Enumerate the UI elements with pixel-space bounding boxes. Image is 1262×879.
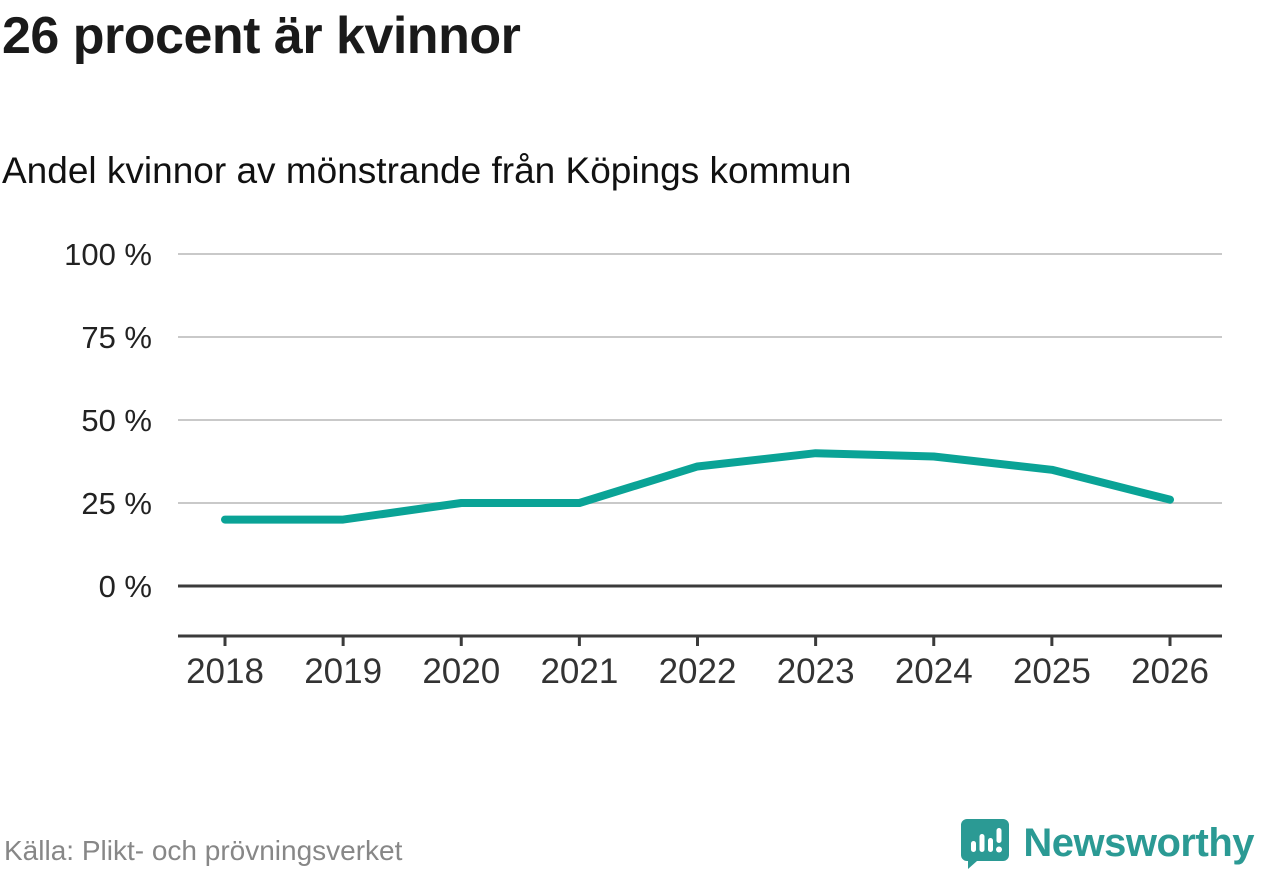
x-tick-label: 2023 bbox=[777, 652, 855, 691]
y-tick-label: 25 % bbox=[81, 486, 152, 521]
x-tick-label: 2022 bbox=[659, 652, 737, 691]
y-tick-label: 75 % bbox=[81, 320, 152, 355]
line-chart: 0 % 25 % 50 % 75 % 100 % 2018 2019 2020 2021 2022… bbox=[64, 237, 1222, 691]
bar-chart-speech-bubble-icon bbox=[961, 819, 1010, 869]
x-tick-label: 2021 bbox=[540, 652, 618, 691]
data-line-andel-kvinnor bbox=[221, 449, 1174, 524]
x-tick-label: 2018 bbox=[186, 652, 264, 691]
x-tick-label: 2020 bbox=[422, 652, 500, 691]
x-tick-label: 2024 bbox=[895, 652, 973, 691]
y-tick-label: 100 % bbox=[64, 237, 152, 272]
page-title: 26 procent är kvinnor bbox=[2, 7, 521, 65]
x-tick-label: 2026 bbox=[1131, 652, 1209, 691]
x-tick-label: 2019 bbox=[304, 652, 382, 691]
source-text: Källa: Plikt- och prövningsverket bbox=[4, 835, 403, 866]
chart-subtitle: Andel kvinnor av mönstrande från Köpings… bbox=[2, 150, 852, 191]
chart-area: 0 % 25 % 50 % 75 % 100 % 2018 2019 2020 2021 2022… bbox=[0, 228, 1262, 708]
newsworthy-logo: Newsworthy bbox=[961, 817, 1254, 869]
y-tick-label: 0 % bbox=[99, 569, 152, 604]
y-tick-label: 50 % bbox=[81, 403, 152, 438]
x-tick-label: 2025 bbox=[1013, 652, 1091, 691]
logo-text: Newsworthy bbox=[1023, 820, 1254, 865]
